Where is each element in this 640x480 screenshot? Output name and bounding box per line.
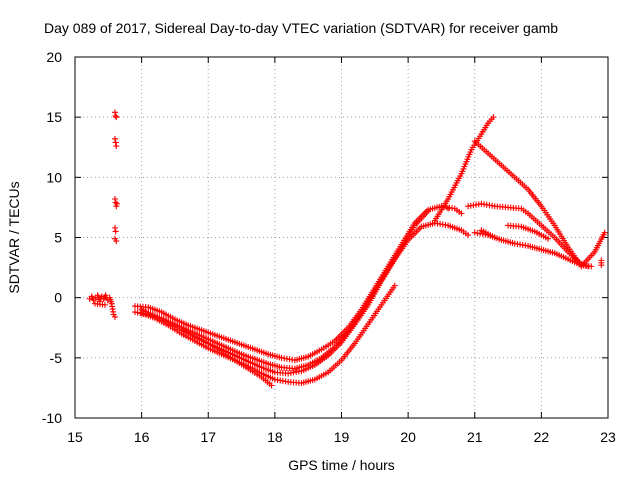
x-axis-label: GPS time / hours [288, 457, 395, 473]
x-tick-label: 22 [534, 429, 550, 445]
y-tick-label: -5 [50, 350, 63, 366]
x-tick-label: 18 [267, 429, 283, 445]
data-point [111, 313, 118, 320]
y-tick-label: 20 [46, 49, 62, 65]
x-tick-label: 20 [400, 429, 416, 445]
data-point [113, 200, 120, 207]
data-point [112, 112, 119, 119]
y-tick-label: -10 [42, 410, 62, 426]
data-point [112, 139, 119, 146]
y-tick-label: 0 [54, 290, 62, 306]
data-point [112, 228, 119, 235]
data-point [111, 135, 118, 142]
x-tick-labels: 15 16 17 18 19 20 21 22 23 [67, 429, 616, 445]
data-point [268, 382, 275, 389]
y-axis-label: SDTVAR / TECUs [6, 181, 22, 293]
x-tick-label: 19 [334, 429, 350, 445]
x-tick-label: 23 [600, 429, 616, 445]
y-tick-label: 5 [54, 230, 62, 246]
data-point [112, 199, 119, 206]
data-point [425, 208, 432, 215]
data-point [113, 114, 120, 121]
data-point [391, 282, 398, 289]
data-point [545, 235, 552, 242]
x-tick-label: 16 [134, 429, 150, 445]
y-tick-labels: -10 -5 0 5 10 15 20 [42, 49, 62, 426]
plot-frame [74, 56, 609, 419]
data-point [113, 143, 120, 150]
data-point [445, 205, 452, 212]
data-point [588, 263, 595, 270]
data-point [111, 195, 118, 202]
x-tick-label: 15 [67, 429, 83, 445]
x-tick-label: 21 [467, 429, 483, 445]
data-point [113, 238, 120, 245]
data-points [86, 109, 608, 389]
x-tick-label: 17 [200, 429, 216, 445]
data-point [111, 224, 118, 231]
data-point [465, 232, 472, 239]
data-point [458, 210, 465, 217]
data-point [601, 229, 608, 236]
data-point [491, 234, 498, 241]
data-point [490, 114, 497, 121]
y-tick-label: 15 [46, 109, 62, 125]
data-point [101, 301, 108, 308]
data-point [598, 257, 605, 264]
y-tick-label: 10 [46, 169, 62, 185]
chart-title: Day 089 of 2017, Sidereal Day-to-day VTE… [44, 20, 558, 36]
data-point [111, 109, 118, 116]
